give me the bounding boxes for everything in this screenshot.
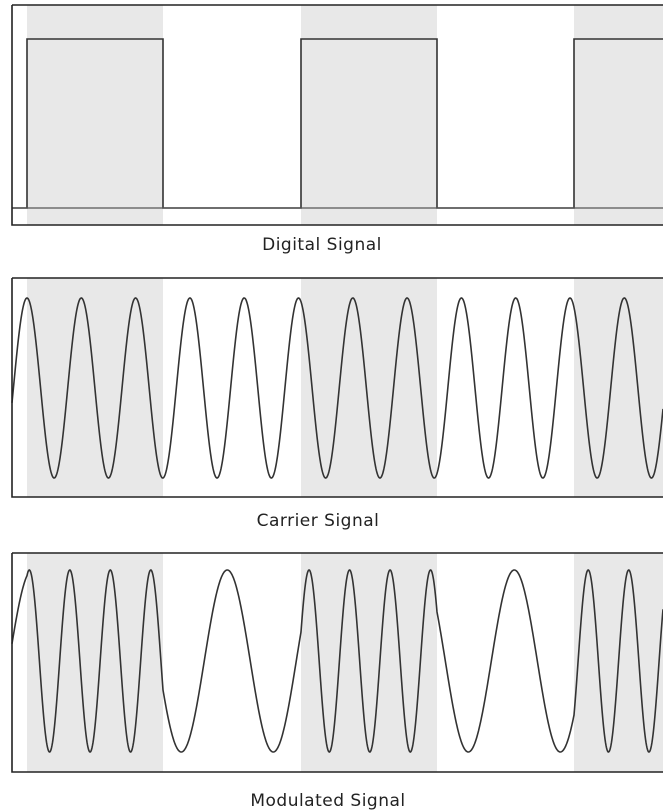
bit-band — [574, 278, 663, 497]
bit-band — [301, 278, 437, 497]
bit-band — [301, 553, 437, 772]
carrier-wave — [11, 297, 663, 479]
panel-label: Carrier Signal — [257, 511, 380, 531]
panel-frame — [11, 552, 663, 773]
bit-band — [27, 5, 163, 225]
panel-frame — [11, 4, 663, 226]
bit-band — [301, 5, 437, 225]
digital-wave — [12, 38, 663, 209]
panel-label: Modulated Signal — [250, 791, 405, 811]
bit-band — [27, 553, 163, 772]
panel-frame — [11, 277, 663, 498]
bit-band — [574, 5, 663, 225]
modulated-wave — [11, 569, 663, 753]
panel-label: Digital Signal — [262, 235, 382, 255]
